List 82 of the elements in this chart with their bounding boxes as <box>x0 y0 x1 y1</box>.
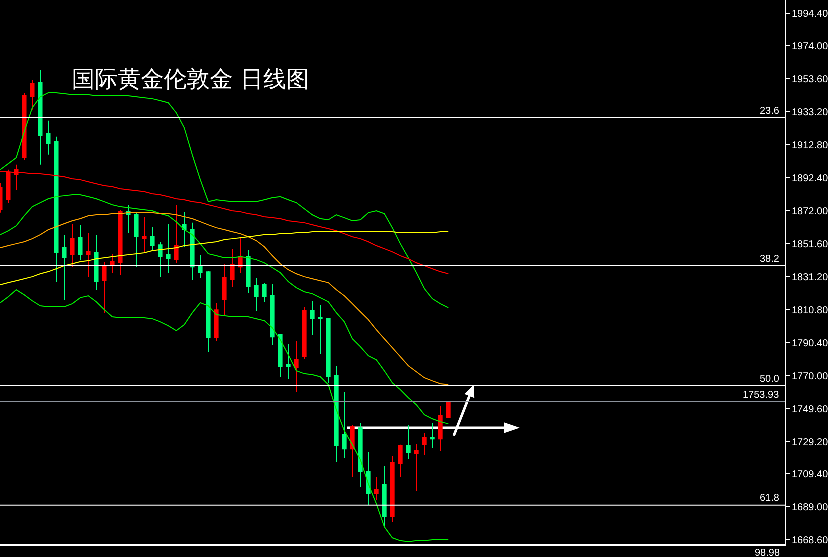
y-tick-label: 1749.60 <box>792 404 828 416</box>
candlestick <box>86 232 91 278</box>
candlestick <box>198 254 203 279</box>
candlestick <box>390 456 395 523</box>
y-tick-label: 1892.40 <box>792 174 828 185</box>
candlestick <box>166 224 171 274</box>
line-series <box>0 212 450 386</box>
y-tick-label: 1953.60 <box>792 74 828 86</box>
annotation: 23.6 <box>760 106 780 117</box>
candlestick <box>30 80 35 110</box>
candlestick <box>206 270 211 352</box>
y-tick-label: 1974.00 <box>792 42 828 53</box>
candlestick <box>22 92 27 161</box>
y-tick-label: 1668.60 <box>792 535 828 546</box>
candlestick <box>318 304 323 355</box>
y-tick-label: 1933.20 <box>792 108 828 119</box>
candlestick <box>286 344 291 380</box>
candlestick <box>158 242 163 278</box>
candlestick <box>38 70 43 166</box>
candlestick <box>270 284 275 346</box>
annotation: 61.8 <box>760 493 780 504</box>
y-tick-label: 1912.80 <box>792 140 828 152</box>
line-series <box>0 231 450 286</box>
candlestick <box>214 302 219 342</box>
candlestick <box>238 237 243 274</box>
ref-line-label: 1753.93 <box>743 390 780 401</box>
line-series <box>0 194 450 425</box>
candlestick <box>94 234 99 291</box>
candlestick <box>430 422 435 448</box>
candlestick <box>150 226 155 251</box>
candlestick <box>254 278 259 312</box>
candlestick <box>54 136 59 282</box>
candlestick <box>246 250 251 294</box>
y-tick-label: 1689.00 <box>792 502 828 514</box>
y-tick-label: 1810.80 <box>792 306 828 317</box>
candlestick <box>222 264 227 316</box>
candlestick <box>110 253 115 274</box>
candlestick <box>230 248 235 288</box>
y-tick-label: 1872.00 <box>792 206 828 218</box>
candlestick <box>406 424 411 460</box>
text: 国际黄金伦敦金 日线图 <box>72 67 310 93</box>
candlestick <box>190 222 195 280</box>
candlestick <box>422 432 427 456</box>
candlestick <box>326 317 331 384</box>
annotation: 50.0 <box>760 374 780 385</box>
y-tick-label: 1851.60 <box>792 240 828 251</box>
candlestick <box>446 402 451 419</box>
text: 98.98 <box>755 548 780 557</box>
candlestick <box>70 224 75 268</box>
y-tick-label: 1709.40 <box>792 470 828 480</box>
y-tick-label: 1831.20 <box>792 272 828 284</box>
candlestick <box>438 406 443 452</box>
y-tick-label: 1770.00 <box>792 372 828 383</box>
candlestick <box>78 224 83 260</box>
y-tick-label: 1729.20 <box>792 437 828 448</box>
candlestick <box>294 340 299 393</box>
candlestick <box>342 392 347 458</box>
candlestick <box>358 422 363 488</box>
candlestick <box>334 366 339 463</box>
candlestick <box>366 452 371 506</box>
y-tick-label: 1994.40 <box>792 8 828 20</box>
candlestick <box>398 444 403 478</box>
candlestick <box>382 466 387 528</box>
annotation: 38.2 <box>760 254 780 265</box>
line-series <box>0 92 450 308</box>
candlestick <box>62 234 67 301</box>
candlestick <box>374 476 379 501</box>
candlestick <box>182 211 187 248</box>
candlestick <box>118 210 123 276</box>
candlestick <box>174 204 179 264</box>
candlestick <box>262 282 267 302</box>
candlestick <box>278 334 283 378</box>
candlestick <box>350 424 355 478</box>
candlestick <box>414 444 419 492</box>
candlestick <box>134 212 139 268</box>
candlestick <box>102 262 107 314</box>
y-tick-label: 1790.40 <box>792 338 828 350</box>
candlestick <box>302 306 307 360</box>
candlestick <box>310 300 315 336</box>
candlestick <box>142 216 147 253</box>
candlestick <box>46 120 51 156</box>
line-series <box>0 290 450 542</box>
